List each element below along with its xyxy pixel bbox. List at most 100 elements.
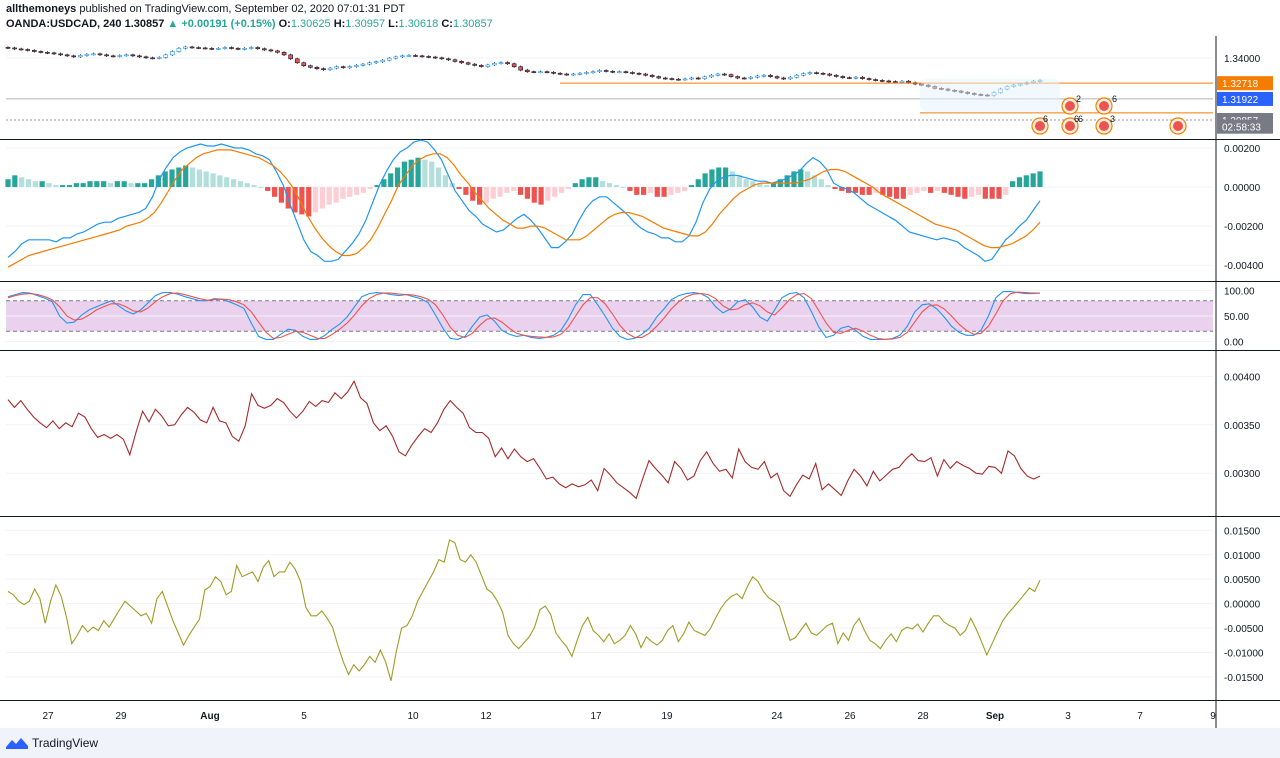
histogram-bar <box>675 187 681 193</box>
histogram-bar <box>265 187 271 191</box>
histogram-bar <box>73 183 79 188</box>
event-icon[interactable] <box>1095 97 1113 115</box>
candle <box>5 47 11 49</box>
candle <box>150 57 155 60</box>
x-tick-label: 3 <box>1065 711 1071 722</box>
event-icon[interactable] <box>1095 117 1113 135</box>
histogram-bar <box>251 185 257 188</box>
y-tick-label: 0.00350 <box>1224 421 1261 432</box>
low-value: 1.30618 <box>398 18 439 30</box>
candle <box>702 76 708 79</box>
x-tick-label: 27 <box>42 711 54 722</box>
candle <box>104 54 109 57</box>
candle <box>91 53 96 56</box>
price-label-bg <box>1217 119 1273 134</box>
y-tick-label: 0.00000 <box>1224 183 1261 194</box>
histogram-bar <box>326 187 332 205</box>
candle <box>617 71 622 73</box>
histogram-bar <box>312 187 319 213</box>
candle <box>557 72 563 75</box>
candle <box>722 73 727 76</box>
histogram-bar <box>907 187 913 195</box>
candle <box>570 73 576 76</box>
histogram-bar <box>456 187 462 189</box>
histogram-bar <box>94 181 100 188</box>
histogram-bar <box>292 187 298 213</box>
tradingview-logo[interactable]: TradingView <box>6 736 98 750</box>
histogram-bar <box>135 183 141 188</box>
histogram-bar <box>415 157 421 188</box>
y-tick-label: 0.00 <box>1224 337 1244 348</box>
chart-header: allthemoneys published on TradingView.co… <box>0 0 1280 36</box>
candle <box>216 48 221 50</box>
histogram-bar <box>764 185 770 188</box>
x-tick-label: 17 <box>590 711 602 722</box>
candle <box>709 74 714 78</box>
open-value: 1.30625 <box>290 18 331 30</box>
candle <box>321 68 326 71</box>
histogram-bar <box>470 187 476 201</box>
x-tick-label: 12 <box>480 711 492 722</box>
chart-canvas[interactable]: 1.340002666631.327181.319221.3085702:58:… <box>0 36 1280 728</box>
candle <box>768 74 773 77</box>
candle <box>367 62 372 65</box>
candle <box>807 72 813 74</box>
histogram-bar <box>142 183 148 188</box>
histogram-bar <box>524 187 531 199</box>
histogram-bar <box>5 179 11 188</box>
candle <box>347 66 353 69</box>
candle <box>202 47 208 50</box>
candle <box>656 76 662 79</box>
x-tick-label: 9 <box>1210 711 1216 722</box>
histogram-bar <box>504 187 510 193</box>
event-icon[interactable] <box>1061 97 1079 115</box>
histogram-bar <box>1003 187 1009 195</box>
event-icon[interactable] <box>1031 117 1049 135</box>
histogram-bar <box>483 187 490 203</box>
histogram-bar <box>948 187 954 195</box>
candle <box>649 74 655 77</box>
candle <box>222 47 228 49</box>
close-value: 1.30857 <box>452 18 493 30</box>
histogram-bar <box>770 183 777 188</box>
candle <box>682 78 688 81</box>
histogram-bar <box>237 181 243 188</box>
candle <box>893 81 898 83</box>
candle <box>748 76 754 79</box>
candle <box>695 77 701 80</box>
highlight-zone <box>920 78 1060 113</box>
candle <box>866 78 872 80</box>
event-icon[interactable] <box>1061 117 1079 135</box>
event-count-label: 6 <box>1074 114 1079 124</box>
candle <box>413 55 418 57</box>
candle <box>886 80 892 83</box>
y-tick-label: 0.00500 <box>1224 575 1261 586</box>
candle <box>31 50 37 52</box>
price-label: 1.31922 <box>1222 95 1259 106</box>
price-change: ▲ +0.00191 (+0.15%) <box>167 18 276 30</box>
candle <box>801 73 806 76</box>
author-name[interactable]: allthemoneys <box>6 3 77 15</box>
histogram-bar <box>476 187 483 205</box>
y-tick-label: 0.00000 <box>1224 600 1261 611</box>
candle <box>97 53 103 56</box>
candle <box>584 72 589 74</box>
histogram-bar <box>641 187 647 195</box>
candle <box>755 75 760 78</box>
candle <box>64 54 70 57</box>
candle <box>465 62 471 65</box>
candle <box>518 66 524 71</box>
candle <box>853 76 859 79</box>
candle <box>551 71 556 74</box>
candle <box>498 62 504 64</box>
y-tick-label: -0.00400 <box>1224 261 1264 272</box>
event-icon[interactable] <box>1169 117 1187 135</box>
candle <box>643 73 648 76</box>
candle <box>879 80 885 82</box>
histogram-bar <box>333 187 339 203</box>
candle <box>340 66 346 69</box>
candle <box>505 62 510 65</box>
symbol-name[interactable]: OANDA:USDCAD, 240 <box>6 18 122 30</box>
candle <box>827 73 832 76</box>
published-text: published on TradingView.com, September … <box>79 3 406 15</box>
